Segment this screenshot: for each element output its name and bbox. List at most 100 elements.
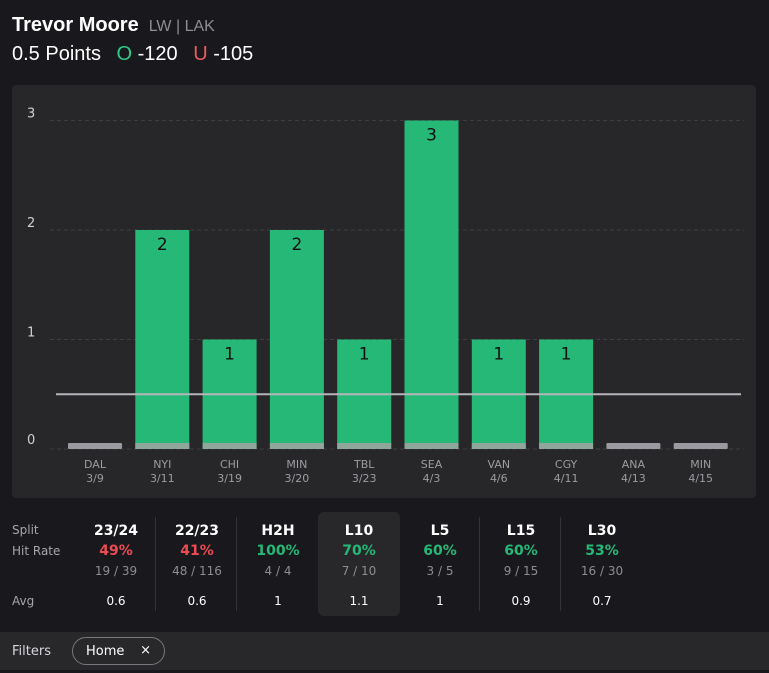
split-rate: 41%	[180, 543, 214, 559]
bar-base	[269, 443, 324, 449]
column-divider	[479, 517, 480, 611]
split-split: L5	[430, 523, 450, 539]
x-tick-team: CHI	[220, 458, 239, 471]
split-column-l10[interactable]: L10 70% 7 / 10 1.1	[318, 512, 400, 616]
split-avg: 0.9	[511, 594, 531, 608]
split-split: 22/23	[174, 523, 220, 539]
stats-table: Split Hit Rate Avg 23/24 49% 19 / 39 0.6 22/…	[0, 512, 769, 616]
x-tick-team: TBL	[353, 458, 375, 471]
split-rate: 60%	[504, 543, 538, 559]
split-column-l5[interactable]: L5 60% 3 / 5 1	[399, 512, 481, 616]
bar	[269, 230, 324, 449]
y-tick-label: 1	[27, 326, 35, 341]
split-avg: 0.6	[106, 594, 126, 608]
x-tick-date: 4/6	[490, 472, 508, 485]
x-tick-date: 4/15	[688, 472, 713, 485]
bar-zero	[673, 443, 728, 449]
bar-base	[337, 443, 392, 449]
x-tick-date: 3/11	[150, 472, 175, 485]
split-frac: 48 / 116	[172, 564, 222, 578]
split-column-h2h[interactable]: H2H 100% 4 / 4 1	[237, 512, 319, 616]
bar-zero	[606, 443, 661, 449]
column-divider	[236, 517, 237, 611]
over-odds[interactable]: -120	[137, 43, 178, 65]
bar-chart: 0123DAL3/92NYI3/111CHI3/192MIN3/201TBL3/…	[27, 107, 744, 485]
bar-base	[539, 443, 594, 449]
bar-base	[471, 443, 526, 449]
chart-panel: 0 1 2 3 DAL 3/9 2 NYI 3/11 1 CHI 3/19 2 MIN 3/20 1 TBL 3/…	[12, 85, 756, 498]
split-column-22-23[interactable]: 22/23 41% 48 / 116 0.6	[156, 512, 238, 616]
split-column-l15[interactable]: L15 60% 9 / 15 0.9	[480, 512, 562, 616]
column-divider	[560, 517, 561, 611]
bar-value-label: 1	[224, 345, 235, 365]
filters-label: Filters	[12, 644, 51, 659]
split-column-23-24[interactable]: 23/24 49% 19 / 39 0.6	[75, 512, 157, 616]
bar-value-label: 1	[493, 345, 504, 365]
filter-chip-label: Home	[86, 644, 125, 659]
split-avg: 1.1	[349, 594, 369, 608]
x-tick-date: 4/3	[423, 472, 441, 485]
player-name: Trevor Moore	[12, 14, 139, 36]
split-frac: 16 / 30	[580, 564, 624, 578]
bar-value-label: 2	[157, 235, 168, 255]
row-label-avg: Avg	[12, 594, 35, 608]
x-tick-team: MIN	[690, 458, 711, 471]
header: Trevor Moore LW | LAK	[12, 14, 215, 37]
x-tick-team: VAN	[488, 458, 511, 471]
x-tick-team: SEA	[421, 458, 443, 471]
over-symbol[interactable]: O	[116, 43, 133, 65]
filters-bar: Filters Home ×	[0, 632, 769, 670]
split-avg: 0.6	[187, 594, 207, 608]
x-tick-date: 3/23	[352, 472, 377, 485]
under-odds[interactable]: -105	[213, 43, 254, 65]
x-tick-date: 3/20	[285, 472, 310, 485]
bar-value-label: 1	[561, 345, 572, 365]
split-avg: 1	[274, 594, 282, 608]
split-rate: 100%	[256, 543, 300, 559]
split-frac: 4 / 4	[264, 564, 292, 578]
split-avg: 0.7	[592, 594, 612, 608]
bar-zero	[68, 443, 122, 449]
x-tick-team: CGY	[555, 458, 578, 471]
player-position: LW | LAK	[148, 18, 215, 35]
under-symbol[interactable]: U	[193, 43, 208, 65]
bar-base	[202, 443, 257, 449]
bar-value-label: 2	[291, 235, 302, 255]
split-split: L30	[587, 523, 617, 539]
split-rate: 70%	[342, 543, 376, 559]
prop-line: 0.5 Points O -120 U -105	[12, 43, 253, 66]
x-tick-date: 4/11	[554, 472, 579, 485]
split-split: L10	[344, 523, 374, 539]
close-icon[interactable]: ×	[140, 643, 151, 658]
x-tick-team: MIN	[286, 458, 307, 471]
x-tick-team: DAL	[84, 458, 107, 471]
y-tick-label: 2	[27, 216, 35, 231]
split-frac: 7 / 10	[341, 564, 377, 578]
split-frac: 9 / 15	[503, 564, 539, 578]
split-frac: 3 / 5	[426, 564, 454, 578]
x-tick-team: ANA	[622, 458, 646, 471]
bar	[135, 230, 190, 449]
bar-value-label: 1	[359, 345, 370, 365]
prop-label: 0.5 Points	[12, 43, 101, 65]
x-tick-date: 3/19	[217, 472, 242, 485]
bar-base	[135, 443, 190, 449]
row-label-split: Split	[12, 523, 39, 537]
split-rate: 53%	[585, 543, 619, 559]
bar	[404, 120, 459, 449]
x-tick-team: NYI	[153, 458, 171, 471]
filter-chip-home[interactable]: Home ×	[72, 637, 165, 665]
bar-value-label: 3	[426, 126, 437, 146]
bar-base	[404, 443, 459, 449]
split-frac: 19 / 39	[94, 564, 138, 578]
split-split: 23/24	[93, 523, 139, 539]
split-column-l30[interactable]: L30 53% 16 / 30 0.7	[561, 512, 643, 616]
row-label-hit-rate: Hit Rate	[12, 544, 61, 558]
x-tick-date: 3/9	[86, 472, 104, 485]
y-tick-label: 0	[27, 433, 35, 448]
split-rate: 60%	[423, 543, 457, 559]
x-tick-date: 4/13	[621, 472, 646, 485]
split-avg: 1	[436, 594, 444, 608]
column-divider	[155, 517, 156, 611]
split-rate: 49%	[99, 543, 133, 559]
